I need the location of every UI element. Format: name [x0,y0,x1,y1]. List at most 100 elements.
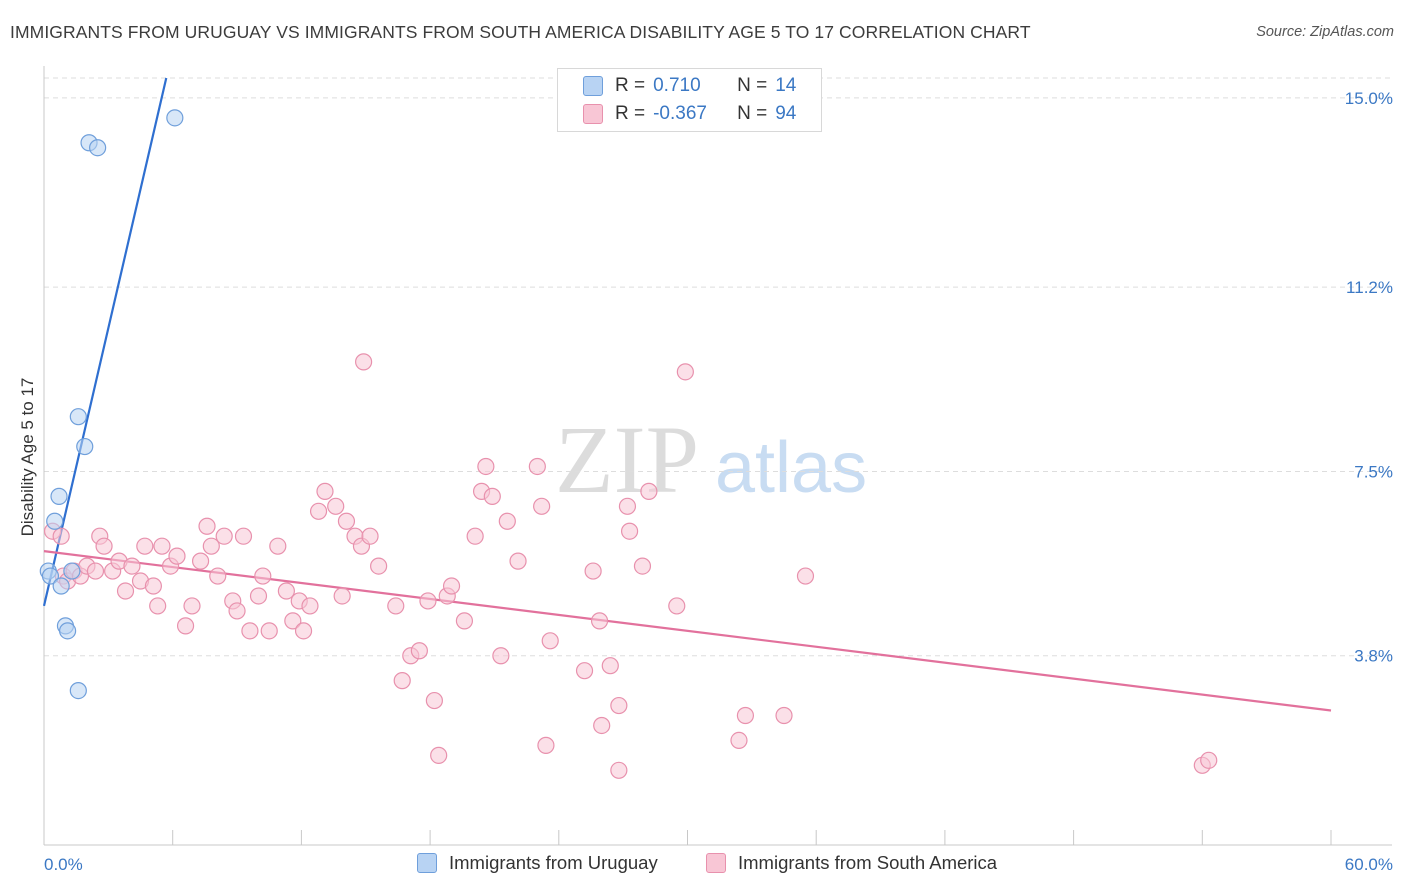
south-america-point [537,736,555,754]
south-america-point [260,622,278,640]
legend-r-value: 0.710 [653,75,701,96]
south-america-point [316,482,334,500]
legend-item-south-america: Immigrants from South America [706,852,997,874]
legend-row-south-america: R = -0.367 N = 94 [558,100,796,128]
south-america-point [618,497,637,515]
y-tick-label: 3.8% [1354,647,1393,666]
south-america-point [498,512,516,530]
legend-r-value: -0.367 [653,103,707,124]
legend-swatch-pink [706,853,726,873]
south-america-point [492,647,510,665]
south-america-point [269,537,287,555]
south-america-point [95,537,113,555]
legend-item-label: Immigrants from South America [738,852,998,873]
south-america-point [191,552,210,570]
south-america-point [590,612,609,630]
series-legend: Immigrants from Uruguay Immigrants from … [0,852,1406,878]
y-tick-label: 15.0% [1345,89,1393,108]
south-america-point [387,597,405,615]
legend-n-value: 94 [775,103,797,124]
south-america-point [620,522,639,540]
uruguay-point [166,109,184,127]
uruguay-point [52,577,70,595]
correlation-legend: R = 0.710 N = 14 R = -0.367 N = 94 [557,68,822,132]
uruguay-trend-line [42,77,168,607]
legend-swatch-blue [417,853,437,873]
south-america-point [509,552,527,570]
south-america-point [228,602,246,620]
uruguay-point [58,622,77,640]
south-america-point [393,672,411,690]
south-america-point [425,691,443,710]
legend-n-label: N = [737,103,768,124]
legend-swatch-blue [583,76,603,96]
south-america-point [730,731,748,750]
south-america-point [430,746,448,764]
watermark-atlas: atlas [715,428,867,508]
south-america-point [183,597,201,615]
legend-swatch-pink [583,104,603,124]
south-america-point [640,482,658,500]
south-america-point [176,617,195,635]
south-america-point [610,696,628,715]
legend-r-label: R = [615,103,646,124]
south-america-point [466,527,484,545]
south-america-point [149,597,167,615]
south-america-point [483,487,501,505]
south-america-point [361,527,379,545]
south-america-point [593,716,611,735]
south-america-point [668,597,686,615]
south-america-point [144,577,162,595]
south-america-point [52,527,70,545]
legend-n-label: N = [737,75,768,96]
y-tick-label: 7.5% [1354,462,1393,481]
uruguay-point [46,512,64,530]
south-america-point [241,622,259,640]
south-america-point [309,502,328,520]
south-america-point [254,567,272,585]
south-america-point [601,657,619,675]
south-america-point [610,761,628,779]
uruguay-point [69,682,87,700]
south-america-point [370,557,388,575]
south-america-point [168,547,186,565]
south-america-point [234,527,253,545]
uruguay-point [69,408,87,426]
x-tick-label-max: 60.0% [1345,855,1393,874]
south-america-point [153,537,171,555]
south-america-point [633,557,652,575]
legend-r-label: R = [615,75,646,96]
uruguay-point [41,567,60,585]
south-america-point [337,512,356,530]
south-america-point [284,612,302,630]
south-america-point [736,706,755,725]
south-america-point [301,597,319,615]
south-america-point [410,642,428,660]
south-america-point [86,562,105,580]
south-america-point [775,706,793,725]
south-america-point [333,587,351,605]
south-america-point [355,353,373,371]
south-america-trend-line [43,550,1332,712]
south-america-point [533,497,551,515]
uruguay-point [50,487,68,505]
south-america-point [215,527,233,545]
legend-row-uruguay: R = 0.710 N = 14 [558,72,796,100]
south-america-point [136,537,154,555]
south-america-point [202,537,220,555]
uruguay-point [89,139,107,157]
south-america-point [442,577,461,595]
south-america-point [123,557,141,575]
south-america-point [198,517,216,535]
x-tick-label-min: 0.0% [44,855,83,874]
south-america-point [541,632,559,650]
grid-lines [44,77,1392,657]
south-america-point [327,497,345,515]
south-america-point [676,363,694,381]
tick-labels: 3.8% 7.5% 11.2% 15.0% 0.0% 60.0% [44,89,1393,874]
legend-item-label: Immigrants from Uruguay [449,852,658,873]
south-america-point [294,622,313,640]
legend-n-value: 14 [775,75,797,96]
axes [43,66,1392,846]
south-america-point [249,587,268,605]
